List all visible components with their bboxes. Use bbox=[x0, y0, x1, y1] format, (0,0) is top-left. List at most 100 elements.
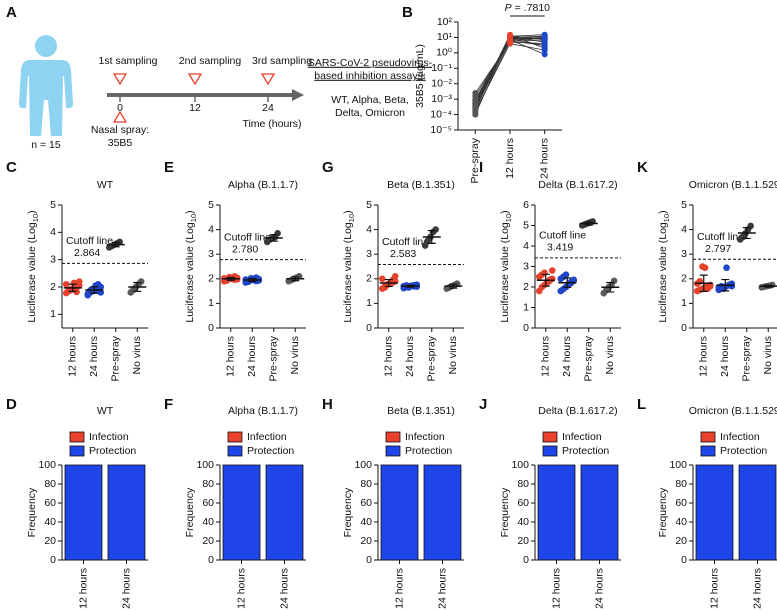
y-tick-label: 60 bbox=[202, 497, 214, 509]
cutoff-label: Cutoff line bbox=[697, 231, 744, 243]
x-tick-label: 12 hours bbox=[383, 336, 395, 377]
sampling-label: 3rd sampling bbox=[252, 55, 312, 67]
panel-title: Delta (B.1.617.2) bbox=[538, 405, 617, 417]
panel-letter: C bbox=[6, 159, 17, 176]
x-tick-label: 12 hours bbox=[540, 336, 552, 377]
legend-label: Protection bbox=[89, 445, 136, 457]
sd-bar bbox=[226, 276, 235, 281]
y-tick-label: 0 bbox=[366, 554, 372, 566]
y-tick-label: 0 bbox=[681, 554, 687, 566]
y-tick-label: 80 bbox=[360, 478, 372, 490]
x-tick-label: Pre-spray bbox=[268, 335, 280, 381]
y-axis-label: Luciferase value (Log10) bbox=[342, 210, 357, 322]
spray-label: Nasal spray: bbox=[91, 124, 149, 136]
p-value: P = .7810 bbox=[505, 2, 551, 14]
panel-title: Delta (B.1.617.2) bbox=[538, 179, 617, 191]
y-tick-label: 20 bbox=[517, 535, 529, 547]
time-tick: 12 bbox=[189, 102, 201, 114]
subject-line bbox=[474, 36, 545, 111]
legend-swatch bbox=[69, 431, 85, 443]
x-tick-label: 24 hours bbox=[538, 138, 550, 179]
sd-bar bbox=[563, 277, 572, 289]
panel-title: Beta (B.1.351) bbox=[387, 179, 455, 191]
y-axis-label-part: 10 bbox=[347, 214, 356, 222]
bar bbox=[738, 464, 777, 561]
y-tick-label: 5 bbox=[208, 199, 214, 211]
bar bbox=[695, 464, 734, 561]
sd-bar bbox=[764, 284, 773, 288]
point bbox=[62, 280, 70, 288]
sd-bar bbox=[90, 286, 99, 294]
panel-letter: K bbox=[637, 159, 648, 176]
sd-bar bbox=[269, 234, 278, 242]
sd-bar bbox=[606, 281, 615, 293]
cutoff-label: Cutoff line bbox=[539, 230, 586, 242]
subject-line bbox=[474, 35, 545, 115]
y-tick-label: 10⁻² bbox=[431, 77, 452, 89]
x-tick-label: 12 hours bbox=[225, 336, 237, 377]
y-tick-label: 10⁻⁴ bbox=[430, 108, 452, 120]
x-tick-label: 12 hours bbox=[550, 568, 562, 609]
sd-bar bbox=[584, 221, 593, 226]
y-axis-label: Luciferase value (Log10) bbox=[26, 210, 41, 322]
y-axis-label-part: 10 bbox=[662, 214, 671, 222]
y-tick-label: 0 bbox=[523, 322, 529, 334]
y-axis-label: Luciferase value (Log10) bbox=[184, 210, 199, 322]
y-tick-label: 0 bbox=[523, 554, 529, 566]
legend-label: Infection bbox=[247, 431, 287, 443]
bar bbox=[265, 464, 304, 561]
point bbox=[94, 280, 102, 288]
point bbox=[728, 282, 736, 290]
cutoff-value: 2.797 bbox=[705, 243, 731, 255]
y-axis-label-part: Luciferase value (Log bbox=[657, 222, 669, 323]
sd-bar bbox=[541, 273, 550, 287]
panel-bar: J Delta (B.1.617.2) 0 20 40 60 80 100 Frequency 1… bbox=[479, 396, 621, 609]
subject-point bbox=[507, 36, 513, 43]
y-tick-label: 100 bbox=[354, 459, 372, 471]
legend-swatch bbox=[542, 431, 558, 443]
panel-bar: H Beta (B.1.351) 0 20 40 60 80 100 Frequency 12 h… bbox=[322, 396, 464, 609]
sd-bar bbox=[291, 276, 300, 282]
y-tick-label: 2 bbox=[681, 273, 687, 285]
bar bbox=[380, 464, 419, 561]
y-axis-label: Luciferase value (Log10) bbox=[499, 210, 514, 322]
variant-list: WT, Alpha, Beta, bbox=[331, 94, 409, 106]
y-tick-label: 1 bbox=[523, 301, 529, 313]
point bbox=[562, 271, 570, 279]
y-tick-label: 40 bbox=[675, 516, 687, 528]
legend-swatch bbox=[700, 431, 716, 443]
y-tick-label: 0 bbox=[208, 554, 214, 566]
x-tick-label: 12 hours bbox=[235, 568, 247, 609]
time-axis-label: Time (hours) bbox=[242, 118, 301, 130]
y-axis-label: Frequency bbox=[26, 487, 38, 537]
y-tick-label: 40 bbox=[44, 516, 56, 528]
x-tick-label: 24 hours bbox=[404, 336, 416, 377]
y-axis-label: Frequency bbox=[499, 487, 511, 537]
y-axis-label-part: 10 bbox=[189, 214, 198, 222]
y-tick-label: 0 bbox=[681, 322, 687, 334]
sd-bar bbox=[406, 284, 415, 288]
y-axis-label-part: Luciferase value (Log bbox=[342, 222, 354, 323]
panel-bar: F Alpha (B.1.1.7) 0 20 40 60 80 100 Frequency 12 … bbox=[164, 396, 306, 609]
assay-title: SARS-CoV-2 pseudovirus- bbox=[308, 57, 433, 69]
panel-letter: H bbox=[322, 396, 333, 413]
y-tick-label: 4 bbox=[50, 226, 56, 238]
legend-label: Protection bbox=[720, 445, 767, 457]
x-tick-label: Pre-spray bbox=[583, 335, 595, 381]
x-tick-label: No virus bbox=[762, 336, 774, 375]
y-axis-label-part: ) bbox=[342, 210, 354, 214]
point bbox=[75, 278, 83, 285]
point bbox=[97, 289, 105, 296]
y-tick-label: 4 bbox=[523, 240, 529, 252]
y-tick-label: 0 bbox=[208, 322, 214, 334]
y-axis-label-part: ) bbox=[657, 210, 669, 214]
x-tick-label: 12 hours bbox=[504, 138, 516, 179]
legend-swatch bbox=[542, 445, 558, 457]
cutoff-value: 2.864 bbox=[74, 247, 100, 259]
y-tick-label: 1 bbox=[50, 308, 56, 320]
x-tick-label: 24 hours bbox=[751, 568, 763, 609]
spray-label: 35B5 bbox=[108, 137, 133, 149]
panel-title: WT bbox=[97, 179, 114, 191]
cutoff-label: Cutoff line bbox=[382, 236, 429, 248]
